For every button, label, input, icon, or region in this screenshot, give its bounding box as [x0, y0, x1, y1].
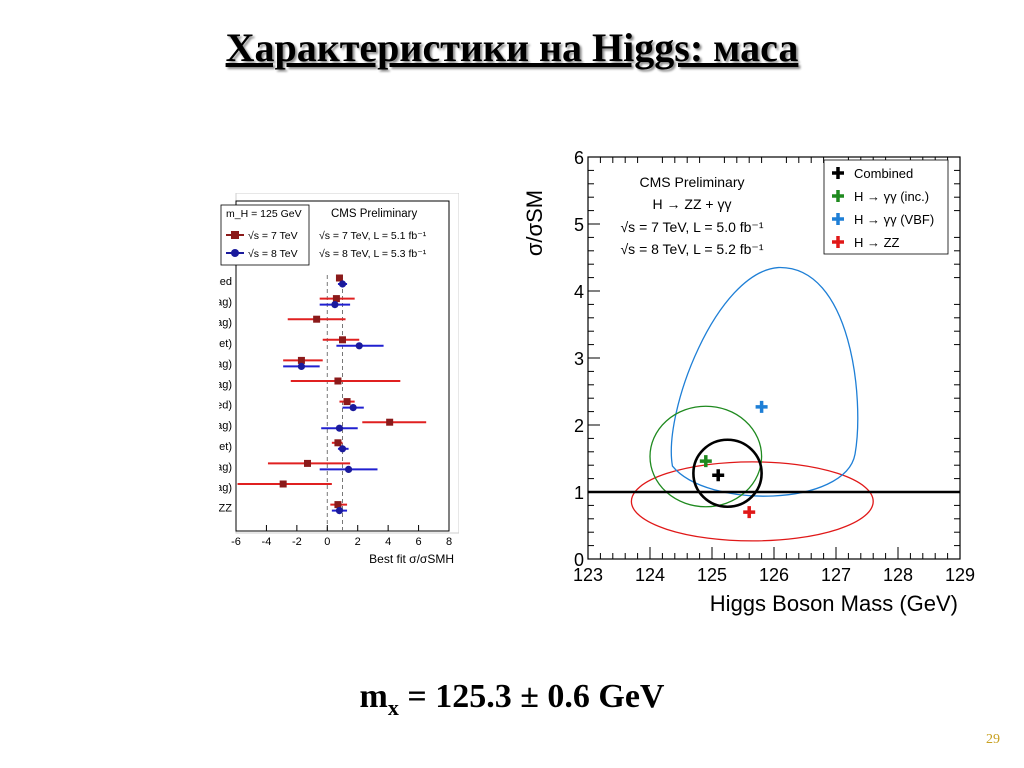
- point-7tev-point: [339, 336, 346, 344]
- y-tick-label: 4: [574, 282, 584, 302]
- y-tick-label: 1: [574, 483, 584, 503]
- left-chart-xlabel: Best fit σ/σSMH: [369, 552, 454, 566]
- point-8tev-point: [349, 404, 357, 412]
- category-label: H → ττ (VBF tag): [219, 358, 232, 370]
- x-tick-label: 128: [883, 565, 913, 585]
- formula-subscript: x: [387, 694, 399, 720]
- legend-8tev-label: √s = 8 TeV: [248, 248, 298, 260]
- contour-zz: [630, 461, 874, 542]
- point-7tev-point: [334, 377, 342, 385]
- x-tick-label: -2: [292, 536, 302, 548]
- category-label: H → WW (VBF tag): [219, 461, 232, 473]
- right-chart-header-2: H → ZZ + γγ: [653, 196, 732, 212]
- x-tick-label: 8: [446, 536, 452, 548]
- point-8tev-point: [331, 301, 339, 309]
- point-8tev-point: [355, 342, 363, 350]
- legend-7tev-marker: [231, 231, 239, 239]
- best-fit-point-0: [712, 469, 725, 482]
- category-label: H → γγ (untagged): [219, 400, 232, 412]
- legend-marker-2: [832, 213, 844, 225]
- point-7tev-point: [297, 356, 305, 364]
- contour-combined: [692, 438, 763, 509]
- contour-gg-inc: [649, 405, 763, 508]
- category-label: H → WW (VH tag): [219, 482, 232, 494]
- category-label: H → ZZ: [219, 503, 232, 515]
- category-label: H → ττ (VH tag): [219, 379, 232, 391]
- legend-label: H → ZZ: [854, 235, 900, 250]
- best-fit-point-2: [755, 400, 768, 413]
- signal-strength-chart: -6 -4 -2 0 2 4 6 8 Combined H → bb (VH tag) H → b…: [219, 193, 459, 566]
- category-label: H → bb (VH tag): [219, 297, 232, 309]
- x-tick-label: -6: [231, 536, 241, 548]
- left-chart-lumi-8: √s = 8 TeV, L = 5.3 fb⁻¹: [319, 248, 427, 260]
- category-label: Combined: [219, 276, 232, 288]
- right-chart-xlabel: Higgs Boson Mass (GeV): [710, 591, 958, 616]
- mass-formula: mx = 125.3 ± 0.6 GeV: [0, 678, 1024, 721]
- formula-rhs: = 125.3 ± 0.6 GeV: [398, 678, 665, 715]
- y-tick-label: 3: [574, 349, 584, 369]
- point-7tev-point: [334, 439, 342, 447]
- point-8tev-point: [338, 280, 347, 288]
- left-chart-header: CMS Preliminary: [331, 208, 418, 220]
- point-7tev-point: [335, 274, 343, 282]
- point-8tev-point: [335, 424, 344, 432]
- category-label: H → WW (0/1 jet): [219, 441, 232, 453]
- right-chart-header-3: √s = 7 TeV, L = 5.0 fb⁻¹: [621, 219, 764, 235]
- point-7tev-point: [313, 315, 321, 323]
- right-chart-header-1: CMS Preliminary: [639, 174, 744, 190]
- legend-8tev-marker: [231, 249, 239, 257]
- x-tick-label: 126: [759, 565, 789, 585]
- point-7tev-point: [304, 459, 312, 467]
- point-7tev-point: [332, 295, 340, 303]
- right-chart-ylabel: σ/σSM: [522, 190, 547, 256]
- y-tick-label: 5: [574, 215, 584, 235]
- formula-lhs: m: [359, 678, 388, 715]
- point-8tev-point: [338, 445, 347, 453]
- best-fit-point-1: [699, 455, 712, 468]
- point-7tev-point: [343, 398, 351, 406]
- x-tick-label: 0: [324, 536, 330, 548]
- x-tick-label: 4: [385, 536, 391, 548]
- point-8tev-point: [297, 362, 306, 370]
- legend-label: Combined: [854, 166, 913, 181]
- x-tick-label: -4: [262, 536, 272, 548]
- y-tick-label: 0: [574, 550, 584, 570]
- mass-label: m_H = 125 GeV: [226, 208, 302, 220]
- x-tick-label: 125: [697, 565, 727, 585]
- x-tick-label: 127: [821, 565, 851, 585]
- point-8tev-point: [335, 507, 344, 515]
- category-label: H → γγ (VBF tag): [219, 420, 232, 432]
- y-tick-label: 6: [574, 148, 584, 168]
- point-7tev-point: [334, 501, 342, 509]
- legend-label: H → γγ (inc.): [854, 189, 929, 204]
- legend-marker-1: [832, 190, 844, 202]
- y-tick-label: 2: [574, 416, 584, 436]
- x-tick-label: 6: [416, 536, 422, 548]
- slide-title: Характеристики на Higgs: маса: [225, 25, 799, 70]
- point-7tev-point: [279, 480, 287, 488]
- legend-marker-3: [832, 236, 844, 248]
- page-number: 29: [986, 732, 1000, 747]
- x-tick-label: 123: [573, 565, 603, 585]
- point-8tev-point: [344, 465, 353, 473]
- x-tick-label: 124: [635, 565, 665, 585]
- left-chart-lumi-7: √s = 7 TeV, L = 5.1 fb⁻¹: [319, 230, 427, 242]
- legend-7tev-label: √s = 7 TeV: [248, 230, 298, 242]
- right-chart-header-4: √s = 8 TeV, L = 5.2 fb⁻¹: [621, 241, 764, 257]
- best-fit-point-3: [743, 506, 756, 519]
- legend-label: H → γγ (VBF): [854, 212, 934, 227]
- contour-vbf: [670, 266, 859, 497]
- legend-marker-0: [832, 167, 844, 179]
- x-tick-label: 129: [945, 565, 975, 585]
- x-tick-label: 2: [355, 536, 361, 548]
- category-label: H → ττ (0/1 jet): [219, 338, 232, 350]
- point-7tev-point: [386, 418, 394, 426]
- category-label: H → bb (ttH tag): [219, 317, 232, 329]
